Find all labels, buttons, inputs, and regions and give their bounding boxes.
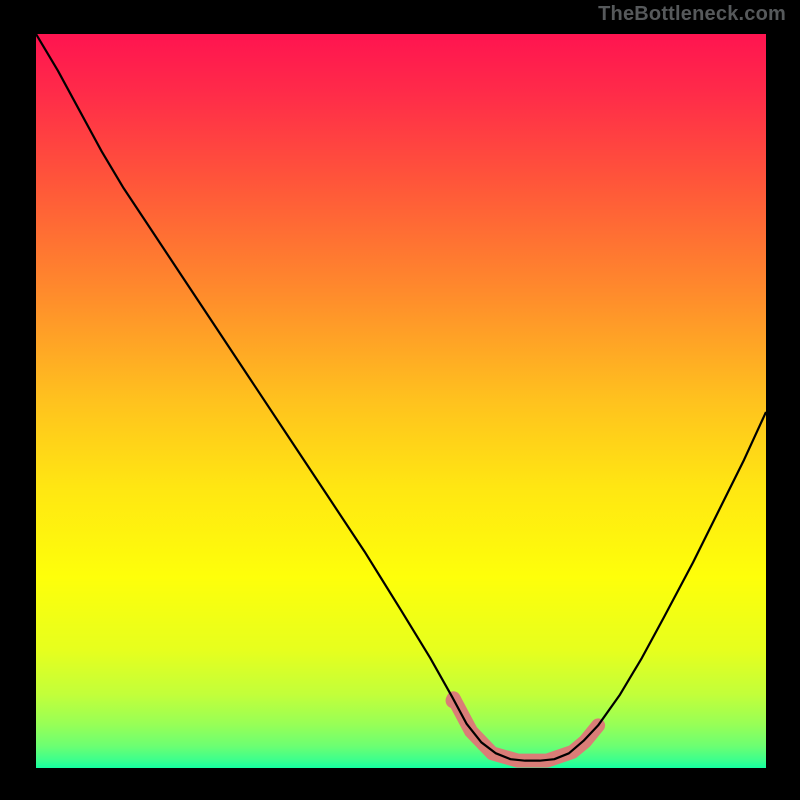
curve-layer xyxy=(36,34,766,768)
highlight-segment xyxy=(454,698,599,760)
plot-area xyxy=(36,34,766,768)
chart-frame: TheBottleneck.com xyxy=(0,0,800,800)
attribution-label: TheBottleneck.com xyxy=(598,3,786,26)
bottleneck-curve xyxy=(36,34,766,761)
